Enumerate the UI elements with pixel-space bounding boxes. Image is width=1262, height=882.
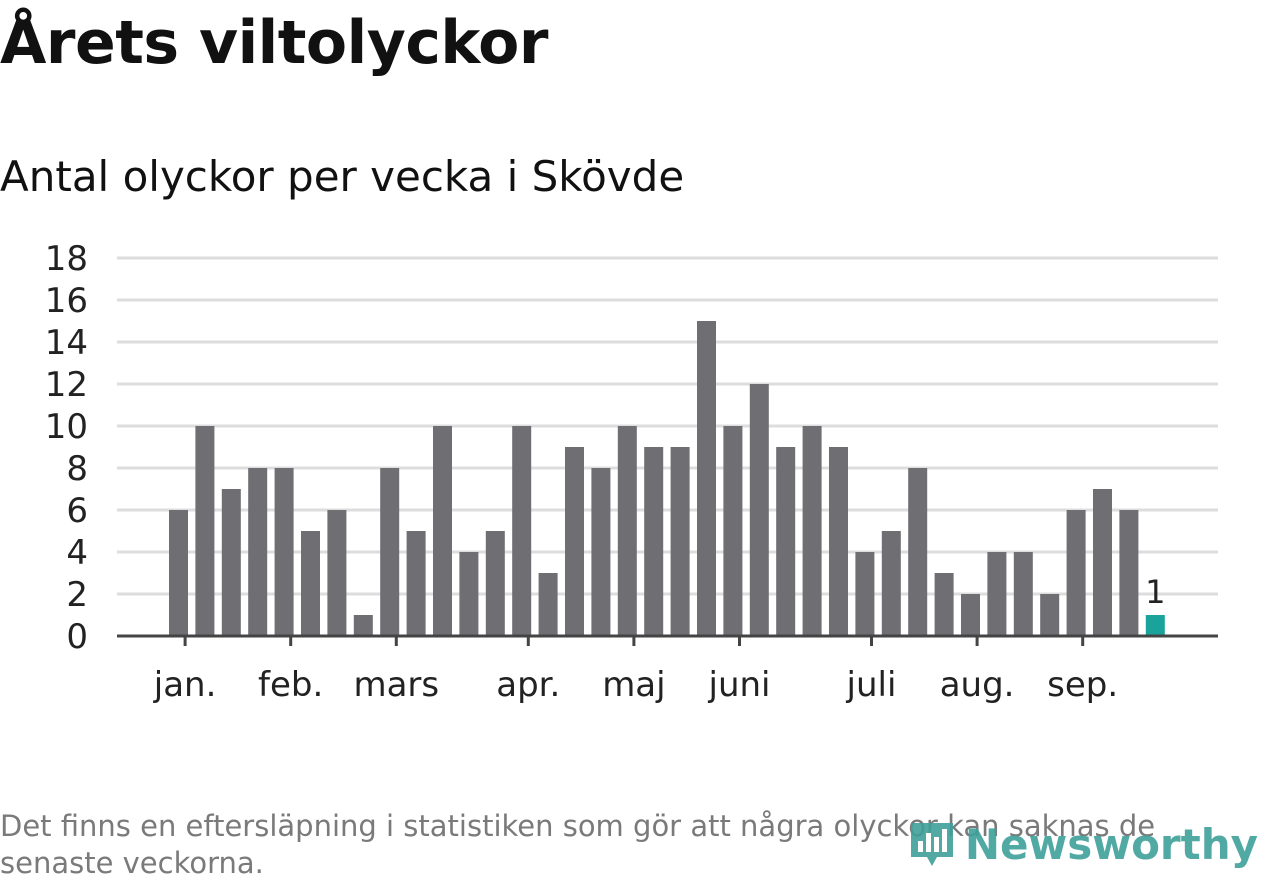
bar [934,573,954,636]
gridlines [117,256,1218,596]
bar-current-week [1145,615,1165,636]
bar [221,489,241,636]
bars: 1 [169,321,1165,636]
bar [248,468,268,636]
y-tick-label: 8 [66,449,88,489]
bar [512,426,532,636]
bar [406,531,426,636]
bar [1066,510,1086,636]
bar [274,468,294,636]
logo-text: Newsworthy [964,819,1258,869]
bar [1040,594,1060,636]
bar [591,468,611,636]
bar [670,447,690,636]
bar-chart-logo-icon [910,823,953,866]
bar [1093,489,1112,636]
chart-subtitle: Antal olyckor per vecka i Skövde [0,152,685,201]
x-tick-label: maj [602,665,665,705]
bar [961,594,980,636]
bar [723,426,743,636]
y-tick-label: 4 [66,533,88,573]
y-tick-label: 0 [66,617,88,657]
bar-data-label: 1 [1145,573,1165,611]
bar [855,552,875,636]
bar [459,552,479,636]
bar [538,573,558,636]
bar [749,384,769,636]
newsworthy-logo: Newsworthy [907,819,1258,869]
bar [301,531,320,636]
x-tick-label: sep. [1047,665,1118,705]
y-tick-label: 6 [66,491,88,531]
bar [1013,552,1033,636]
x-tick-label: feb. [258,665,323,705]
bar [987,552,1007,636]
bar [169,510,188,636]
bar [802,426,822,636]
bar [327,510,347,636]
x-tick-label: aug. [940,665,1015,705]
bar [565,447,584,636]
x-axis: jan. feb. mars apr. maj juni juli aug. sep. [117,634,1218,705]
bar [1119,510,1139,636]
x-tick-label: juni [708,665,771,705]
chart-title: Årets viltolyckor [0,8,549,78]
bar [353,615,373,636]
bar [433,426,452,636]
bar [829,447,848,636]
bar [881,531,901,636]
y-tick-label: 10 [45,407,88,447]
bar [776,447,796,636]
bar [697,321,716,636]
bar [908,468,928,636]
footnote: Det finns en eftersläpning i statistiken… [0,809,1156,880]
bar [485,531,505,636]
bar [380,468,400,636]
y-tick-label: 2 [66,575,88,615]
x-tick-label: mars [353,665,439,705]
x-tick-label: apr. [496,665,560,705]
bar [644,447,664,636]
bar [195,426,215,636]
y-tick-label: 14 [45,323,88,363]
x-tick-label: jan. [153,665,217,705]
y-tick-label: 12 [45,365,88,405]
bar [617,426,637,636]
y-tick-label: 16 [45,281,88,321]
y-tick-label: 18 [45,239,88,279]
x-tick-label: juli [846,665,897,705]
